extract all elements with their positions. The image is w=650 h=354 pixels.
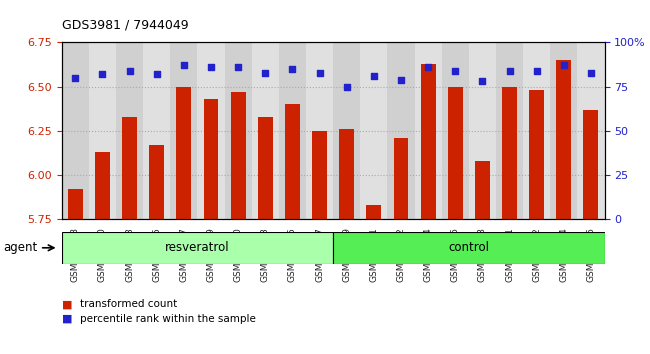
Text: ■: ■ [62,314,72,324]
Bar [496,42,523,219]
Bar [306,42,333,219]
Point [341,84,352,90]
Bar [95,152,110,219]
Point [558,63,569,68]
Text: resveratrol: resveratrol [165,241,229,254]
Text: control: control [448,241,489,254]
Bar [176,87,191,219]
Point [586,70,596,75]
Bar [442,42,469,219]
Point [70,75,81,81]
Bar [150,145,164,219]
Bar [469,42,496,219]
Bar [143,42,170,219]
Bar [339,129,354,219]
Bar [198,42,225,219]
Bar [333,232,604,264]
Bar [367,205,382,219]
Bar [89,42,116,219]
Point [287,66,298,72]
Point [260,70,270,75]
Bar [279,42,306,219]
Point [504,68,515,74]
Bar [122,117,137,219]
Bar [556,60,571,219]
Bar [387,42,415,219]
Text: agent: agent [3,241,38,254]
Bar [475,161,490,219]
Point [423,64,434,70]
Bar [203,99,218,219]
Point [532,68,542,74]
Bar [258,117,273,219]
Bar [577,42,605,219]
Point [179,63,189,68]
Bar [312,131,327,219]
Bar [584,110,599,219]
Point [477,79,488,84]
Bar [415,42,442,219]
Point [98,72,108,77]
Text: percentile rank within the sample: percentile rank within the sample [80,314,256,324]
Bar [285,104,300,219]
Point [450,68,460,74]
Bar [252,42,279,219]
Point [369,73,379,79]
Point [233,64,243,70]
Point [396,77,406,82]
Bar [116,42,143,219]
Point [315,70,325,75]
Bar [62,42,89,219]
Bar [231,92,246,219]
Point [206,64,216,70]
Bar [333,42,360,219]
Point [124,68,135,74]
Bar [502,87,517,219]
Bar [393,138,408,219]
Bar [550,42,577,219]
Point [151,72,162,77]
Bar [170,42,198,219]
Bar [62,232,333,264]
Text: ■: ■ [62,299,72,309]
Bar [68,189,83,219]
Bar [523,42,551,219]
Text: transformed count: transformed count [80,299,177,309]
Bar [360,42,387,219]
Bar [448,87,463,219]
Bar [225,42,252,219]
Bar [529,90,544,219]
Bar [421,64,436,219]
Text: GDS3981 / 7944049: GDS3981 / 7944049 [62,19,188,32]
